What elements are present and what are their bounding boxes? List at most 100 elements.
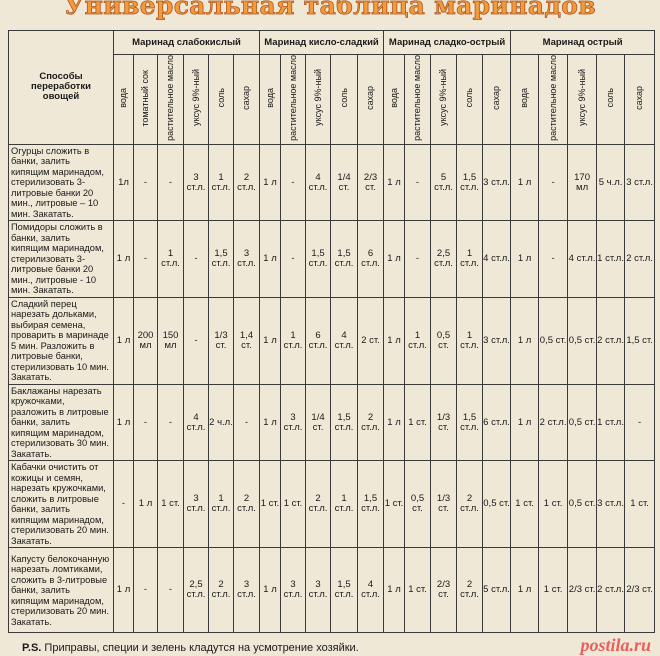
amount-cell: 3 ст.л. — [232, 220, 261, 298]
ingredient-column-header: сахар — [624, 54, 656, 145]
amount-cell: - — [538, 143, 569, 222]
amount-cell: 1,5 ст.л. — [456, 143, 484, 222]
amount-cell: 1 ст. — [510, 460, 540, 549]
amount-cell: - — [624, 383, 656, 462]
ingredient-label: уксус 9%-ный — [190, 69, 201, 127]
amount-cell: 3 ст.л. — [183, 143, 209, 222]
amount-cell: 1 л — [510, 383, 540, 462]
ingredient-label: соль — [215, 88, 226, 108]
amount-cell: 1/4 ст. — [305, 383, 332, 462]
amount-cell: - — [133, 547, 158, 634]
method-cell: Сладкий перец нарезать дольками, выбирая… — [8, 296, 114, 385]
amount-cell: 1/4 ст. — [330, 143, 359, 222]
amount-cell: 2 ст.л. — [232, 143, 261, 222]
amount-cell: 1,4 ст. — [232, 296, 261, 385]
ingredient-label: растительное масло — [412, 55, 423, 141]
amount-cell: 1 л — [259, 547, 282, 634]
method-cell: Баклажаны нарезать кружочками, разложить… — [8, 383, 114, 462]
ingredient-column-header: соль — [596, 54, 626, 145]
amount-cell: 2/3 ст. — [624, 547, 656, 634]
ingredient-label: вода — [519, 88, 530, 108]
method-cell: Помидоры сложить в банки, залить кипящим… — [8, 220, 114, 298]
amount-cell: 6 ст.л. — [305, 296, 332, 385]
ingredient-label: вода — [264, 88, 275, 108]
amount-cell: 1 ст.л. — [456, 296, 484, 385]
amount-cell: 4 ст.л. — [482, 220, 512, 298]
ingredient-column-header: соль — [456, 54, 484, 145]
amount-cell: 1,5 ст.л. — [456, 383, 484, 462]
ingredient-column-header: растительное масло — [538, 54, 569, 145]
ingredient-column-header: сахар — [232, 54, 261, 145]
amount-cell: 1 ст.л. — [330, 460, 359, 549]
ingredient-label: сахар — [491, 85, 502, 110]
amount-cell: - — [280, 143, 307, 222]
amount-cell: - — [157, 143, 184, 222]
amount-cell: 6 ст.л. — [357, 220, 385, 298]
amount-cell: 1,5 ст.л. — [330, 220, 359, 298]
amount-cell: 2 ч.л. — [208, 383, 234, 462]
amount-cell: 1 ст.л. — [280, 296, 307, 385]
column-header-row: вода томатный сок растительное масло уксус … — [9, 54, 656, 145]
amount-cell: - — [133, 220, 158, 298]
table-row: Сладкий перец нарезать дольками, выбирая… — [8, 296, 656, 385]
method-cell: Кабачки очистить от кожицы и семян, наре… — [8, 460, 114, 549]
ingredient-column-header: уксус 9%-ный — [305, 54, 332, 145]
group-header-row: Способы переработки овощей Маринад слабок… — [8, 30, 656, 145]
amount-cell: 1 л — [113, 547, 134, 634]
amount-cell: - — [183, 296, 209, 385]
amount-cell: 1/3 ст. — [208, 296, 234, 385]
amount-cell: 1 л — [259, 383, 282, 462]
ingredient-label: томатный сок — [140, 69, 150, 127]
amount-cell: - — [113, 460, 134, 549]
method-cell: Капусту белокочанную нарезать ломтиками,… — [8, 547, 114, 634]
marinade-group-header: Маринад сладко-острый — [383, 30, 512, 55]
amount-cell: 2 ст. — [357, 296, 385, 385]
amount-cell: 2 ст.л. — [538, 383, 569, 462]
amount-cell: 2 ст.л. — [208, 547, 234, 634]
marinade-group-header: Маринад слабокислый — [112, 30, 261, 55]
amount-cell: 2 ст.л. — [232, 460, 261, 549]
amount-cell: 1 ст. — [280, 460, 307, 549]
table-row: Огурцы сложить в банки, залить кипящим м… — [8, 143, 656, 222]
amount-cell: 1 ст. — [157, 460, 184, 549]
amount-cell: 4 ст.л. — [567, 220, 598, 298]
amount-cell: 1 ст.л. — [596, 383, 626, 462]
amount-cell: 1 ст.л. — [208, 460, 234, 549]
amount-cell: - — [133, 383, 158, 462]
ingredient-label: соль — [464, 88, 475, 108]
amount-cell: - — [538, 220, 569, 298]
amount-cell: 2 ст.л. — [596, 296, 626, 385]
amount-cell: 1 л — [259, 220, 282, 298]
footer-row: P.S. Приправы, специи и зелень кладутся … — [8, 635, 655, 656]
amount-cell: 2 ст.л. — [596, 547, 626, 634]
amount-cell: 1 ст. — [538, 460, 569, 549]
amount-cell: 1,5 ст. — [624, 296, 656, 385]
amount-cell: - — [232, 383, 261, 462]
amount-cell: 0,5 ст. — [538, 296, 569, 385]
table-row: Баклажаны нарезать кружочками, разложить… — [8, 383, 656, 462]
amount-cell: 0,5 ст. — [567, 460, 598, 549]
amount-cell: 1/3 ст. — [430, 383, 458, 462]
amount-cell: 1 ст. — [259, 460, 282, 549]
amount-cell: 3 ст.л. — [232, 547, 261, 634]
ingredient-column-header: растительное масло — [157, 54, 184, 145]
amount-cell: 2 ст.л. — [456, 547, 484, 634]
amount-cell: 6 ст.л. — [482, 383, 512, 462]
ingredient-column-header: вода — [113, 54, 134, 145]
ingredient-column-header: вода — [259, 54, 282, 145]
amount-cell: 1 л — [383, 296, 406, 385]
amount-cell: - — [133, 143, 158, 222]
content: Способы переработки овощей Маринад слабок… — [8, 30, 656, 656]
amount-cell: 200 мл — [133, 296, 158, 385]
table-row: Кабачки очистить от кожицы и семян, наре… — [8, 460, 656, 549]
amount-cell: 1 л — [113, 220, 134, 298]
ingredient-column-header: томатный сок — [133, 54, 158, 145]
amount-cell: 1/3 ст. — [430, 460, 458, 549]
amount-cell: 5 ст.л. — [430, 143, 458, 222]
amount-cell: 2,5 ст.л. — [430, 220, 458, 298]
amount-cell: 1 ст.л. — [596, 220, 626, 298]
marinade-group-header: Маринад кисло-сладкий — [259, 30, 385, 55]
amount-cell: 1,5 ст.л. — [208, 220, 234, 298]
method-column-header: Способы переработки овощей — [8, 30, 114, 145]
amount-cell: 4 ст.л. — [330, 296, 359, 385]
